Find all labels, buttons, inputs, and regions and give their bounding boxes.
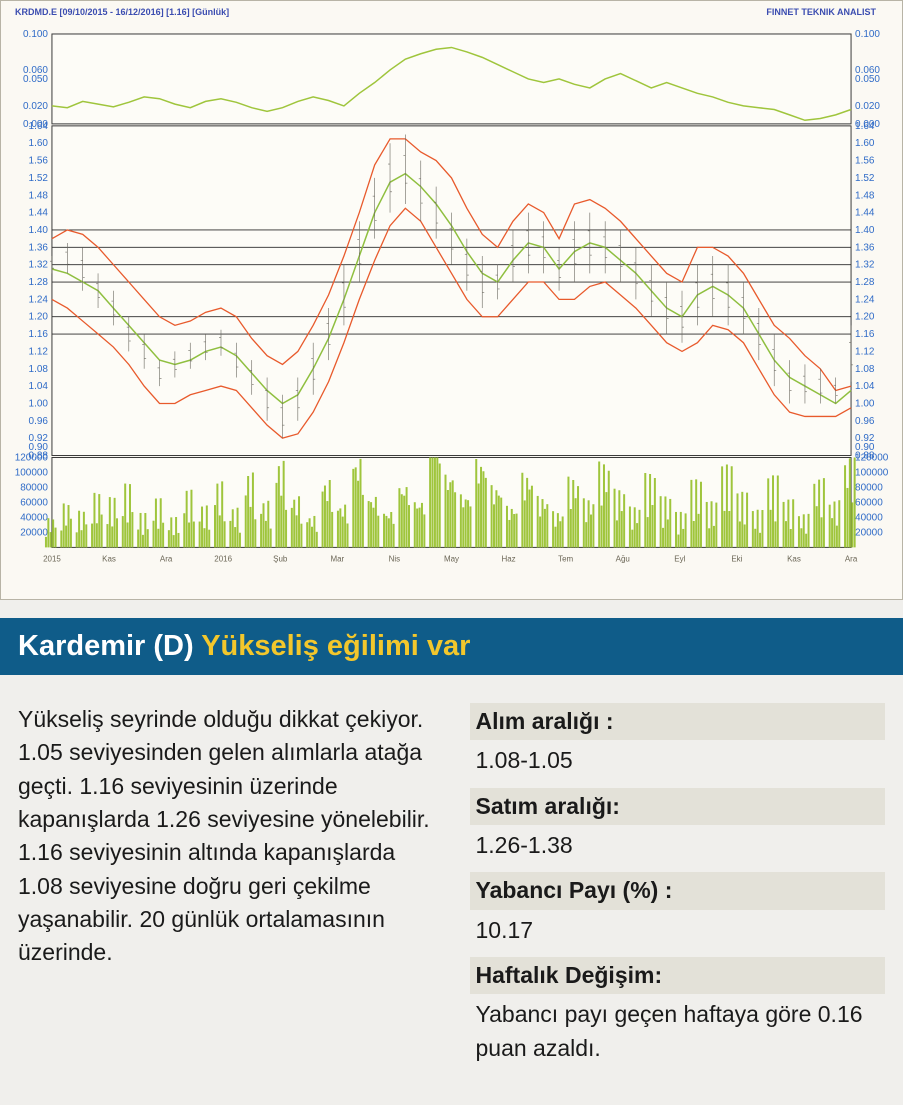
svg-text:1.20: 1.20 (855, 312, 875, 323)
svg-text:100000: 100000 (15, 467, 49, 478)
svg-text:1.44: 1.44 (855, 208, 875, 219)
stock-name: Kardemir (D) (18, 630, 201, 662)
svg-text:1.60: 1.60 (29, 138, 49, 149)
svg-text:20000: 20000 (855, 527, 883, 538)
svg-text:Eyl: Eyl (674, 554, 685, 563)
svg-text:0.020: 0.020 (855, 101, 880, 112)
svg-text:0.92: 0.92 (855, 433, 875, 444)
svg-text:0.100: 0.100 (855, 29, 880, 40)
svg-text:Kas: Kas (787, 554, 801, 563)
svg-text:1.56: 1.56 (855, 156, 875, 167)
svg-text:1.28: 1.28 (855, 277, 875, 288)
svg-text:40000: 40000 (855, 512, 883, 523)
svg-text:1.44: 1.44 (29, 208, 49, 219)
svg-text:Şub: Şub (273, 554, 288, 563)
svg-text:0.100: 0.100 (23, 29, 48, 40)
svg-text:1.40: 1.40 (855, 225, 875, 236)
weekly-change-label: Haftalık Değişim: (470, 957, 886, 994)
svg-text:0.060: 0.060 (23, 65, 48, 76)
svg-text:1.52: 1.52 (29, 173, 49, 184)
analysis-text: Yükseliş seyrinde olduğu dikkat çekiyor.… (18, 703, 434, 970)
chart-title-left: KRDMD.E [09/10/2015 - 16/12/2016] [1.16]… (15, 7, 229, 17)
svg-text:1.28: 1.28 (29, 277, 49, 288)
svg-text:Ağu: Ağu (616, 554, 630, 563)
svg-text:60000: 60000 (20, 497, 48, 508)
svg-text:Haz: Haz (501, 554, 515, 563)
svg-text:100000: 100000 (855, 467, 889, 478)
svg-text:0.060: 0.060 (855, 65, 880, 76)
analysis-section: Yükseliş seyrinde olduğu dikkat çekiyor.… (0, 675, 903, 1093)
svg-text:1.64: 1.64 (855, 121, 875, 132)
svg-text:1.00: 1.00 (29, 398, 49, 409)
svg-text:Tem: Tem (558, 554, 573, 563)
svg-text:40000: 40000 (20, 512, 48, 523)
foreign-share-value: 10.17 (470, 910, 886, 957)
chart-header: KRDMD.E [09/10/2015 - 16/12/2016] [1.16]… (7, 7, 896, 19)
sell-range-label: Satım aralığı: (470, 788, 886, 825)
svg-text:1.36: 1.36 (855, 242, 875, 253)
svg-text:80000: 80000 (20, 482, 48, 493)
chart-title-right: FINNET TEKNIK ANALIST (766, 7, 876, 17)
svg-text:Eki: Eki (731, 554, 742, 563)
svg-text:1.40: 1.40 (29, 225, 49, 236)
svg-text:1.48: 1.48 (29, 190, 49, 201)
svg-text:80000: 80000 (855, 482, 883, 493)
title-bar: Kardemir (D) Yükseliş eğilimi var (0, 618, 903, 675)
svg-text:Kas: Kas (102, 554, 116, 563)
svg-text:1.16: 1.16 (29, 329, 49, 340)
svg-text:1.56: 1.56 (29, 156, 49, 167)
svg-text:1.32: 1.32 (29, 260, 49, 271)
svg-text:1.32: 1.32 (855, 260, 875, 271)
svg-text:0.96: 0.96 (855, 416, 875, 427)
svg-text:1.48: 1.48 (855, 190, 875, 201)
buy-range-label: Alım aralığı : (470, 703, 886, 740)
svg-text:1.24: 1.24 (855, 294, 875, 305)
svg-text:120000: 120000 (855, 453, 889, 464)
analysis-text-column: Yükseliş seyrinde olduğu dikkat çekiyor.… (18, 703, 434, 1075)
svg-text:1.64: 1.64 (29, 121, 49, 132)
svg-text:Nis: Nis (389, 554, 401, 563)
svg-text:1.24: 1.24 (29, 294, 49, 305)
svg-text:1.20: 1.20 (29, 312, 49, 323)
svg-text:0.96: 0.96 (29, 416, 49, 427)
chart-svg: 0.0000.0000.0200.0200.0500.0500.0600.060… (7, 19, 896, 588)
weekly-change-value: Yabancı payı geçen haftaya göre 0.16 pua… (470, 994, 886, 1075)
svg-text:0.92: 0.92 (29, 433, 49, 444)
svg-text:1.04: 1.04 (855, 381, 875, 392)
svg-text:120000: 120000 (15, 453, 49, 464)
svg-text:1.36: 1.36 (29, 242, 49, 253)
svg-text:1.00: 1.00 (855, 398, 875, 409)
foreign-share-label: Yabancı Payı (%) : (470, 872, 886, 909)
svg-text:2016: 2016 (214, 554, 232, 563)
metrics-column: Alım aralığı : 1.08-1.05 Satım aralığı: … (470, 703, 886, 1075)
svg-text:1.12: 1.12 (855, 346, 875, 357)
svg-text:Mar: Mar (330, 554, 344, 563)
svg-text:20000: 20000 (20, 527, 48, 538)
svg-text:1.12: 1.12 (29, 346, 49, 357)
stock-chart: KRDMD.E [09/10/2015 - 16/12/2016] [1.16]… (0, 0, 903, 600)
svg-text:1.16: 1.16 (855, 329, 875, 340)
svg-text:1.52: 1.52 (855, 173, 875, 184)
svg-text:1.60: 1.60 (855, 138, 875, 149)
svg-text:1.08: 1.08 (855, 364, 875, 375)
svg-text:Ara: Ara (845, 554, 858, 563)
svg-text:May: May (444, 554, 459, 563)
sell-range-value: 1.26-1.38 (470, 825, 886, 872)
svg-text:0.020: 0.020 (23, 101, 48, 112)
svg-text:Ara: Ara (160, 554, 173, 563)
svg-text:1.04: 1.04 (29, 381, 49, 392)
svg-text:60000: 60000 (855, 497, 883, 508)
svg-text:2015: 2015 (43, 554, 61, 563)
trend-summary: Yükseliş eğilimi var (201, 630, 470, 662)
buy-range-value: 1.08-1.05 (470, 740, 886, 787)
svg-text:1.08: 1.08 (29, 364, 49, 375)
